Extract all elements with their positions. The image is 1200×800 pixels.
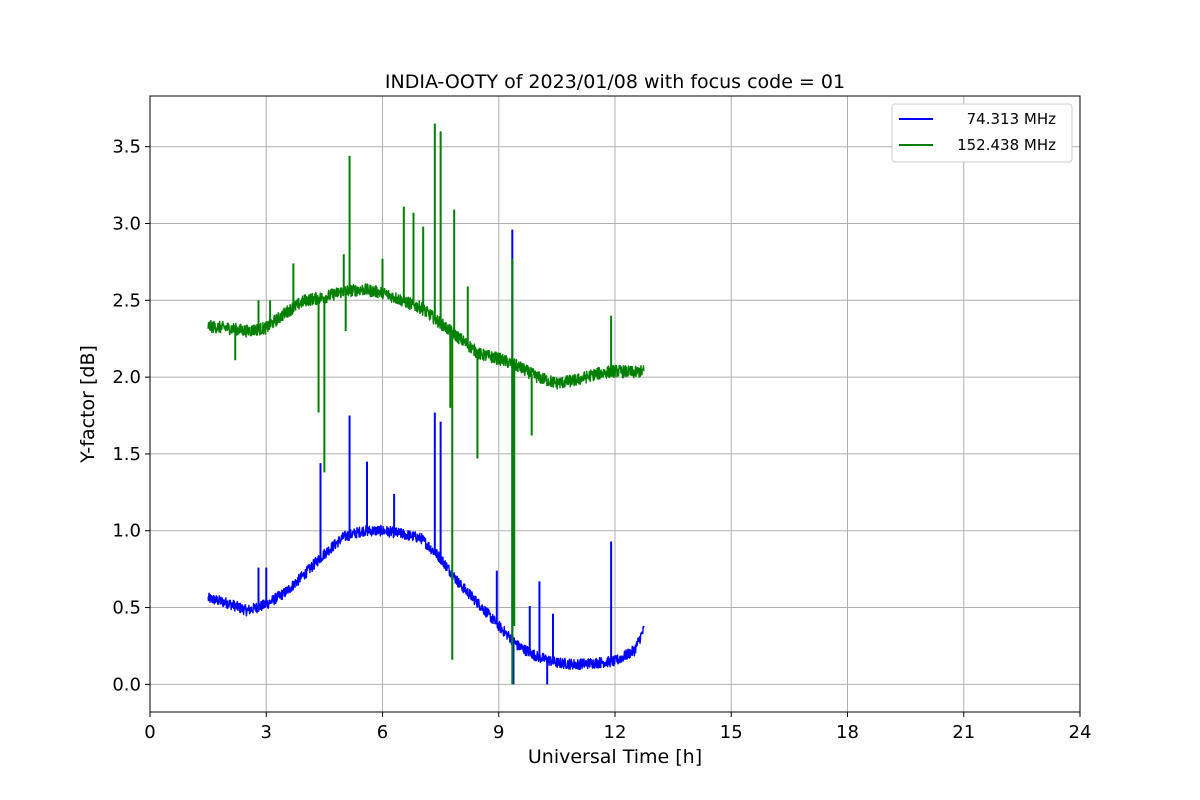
legend-label: 74.313 MHz — [967, 110, 1056, 128]
y-tick-label: 2.0 — [112, 367, 141, 388]
legend-label: 152.438 MHz — [957, 136, 1056, 154]
y-tick-label: 0.5 — [112, 598, 141, 619]
y-tick-label: 1.5 — [112, 444, 141, 465]
legend: 74.313 MHz 152.438 MHz — [891, 103, 1073, 163]
y-tick-label: 2.5 — [112, 290, 141, 311]
x-tick-label: 3 — [261, 722, 272, 743]
x-tick-label: 6 — [377, 722, 388, 743]
y-tick-label: 1.0 — [112, 521, 141, 542]
x-tick-label: 18 — [836, 722, 859, 743]
series-line — [207, 283, 645, 390]
x-tick-label: 21 — [952, 722, 975, 743]
legend-box — [891, 103, 1073, 163]
y-tick-label: 3.5 — [112, 137, 141, 158]
x-tick-label: 12 — [604, 722, 627, 743]
chart-title: INDIA-OOTY of 2023/01/08 with focus code… — [385, 71, 845, 93]
x-axis-title: Universal Time [h] — [528, 746, 702, 768]
series-line — [207, 524, 645, 671]
y-axis-title: Y-factor [dB] — [77, 345, 99, 464]
y-tick-label: 0.0 — [112, 674, 141, 695]
x-tick-label: 0 — [144, 722, 155, 743]
x-tick-label: 15 — [720, 722, 743, 743]
y-tick-label: 3.0 — [112, 214, 141, 235]
ticks: 0 3 6 9 12 15 18 21 24 0.0 0.5 1.0 1.5 2.0 2.5 3.0 3.5 — [112, 137, 1091, 743]
plot-series — [207, 123, 645, 685]
series-2 — [207, 123, 645, 685]
x-tick-label: 9 — [493, 722, 504, 743]
x-tick-label: 24 — [1069, 722, 1092, 743]
